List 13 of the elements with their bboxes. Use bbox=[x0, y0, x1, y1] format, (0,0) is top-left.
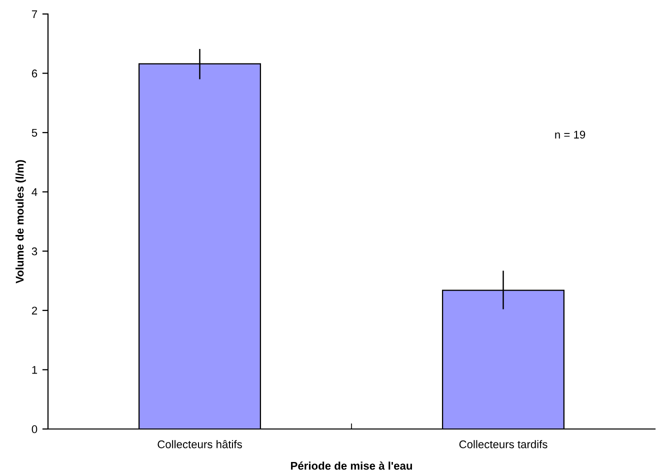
y-tick-label: 7 bbox=[32, 10, 38, 18]
y-tick-label: 3 bbox=[32, 247, 38, 256]
y-tick-label: 2 bbox=[32, 306, 38, 314]
y-tick-label: 5 bbox=[32, 128, 38, 137]
x-tick-label: Collecteurs hâtifs bbox=[158, 440, 242, 448]
annotation: n = 19 bbox=[555, 130, 586, 139]
x-tick-label: Collecteurs tardifs bbox=[459, 440, 548, 448]
y-tick-label: 4 bbox=[32, 188, 38, 196]
y-tick-label: 0 bbox=[32, 425, 38, 434]
y-axis-title: Volume de moules (l/m) bbox=[15, 160, 26, 284]
y-tick-label: 6 bbox=[32, 70, 38, 78]
y-tick-label: 1 bbox=[32, 366, 38, 374]
x-axis-title: Période de mise à l'eau bbox=[291, 461, 412, 470]
